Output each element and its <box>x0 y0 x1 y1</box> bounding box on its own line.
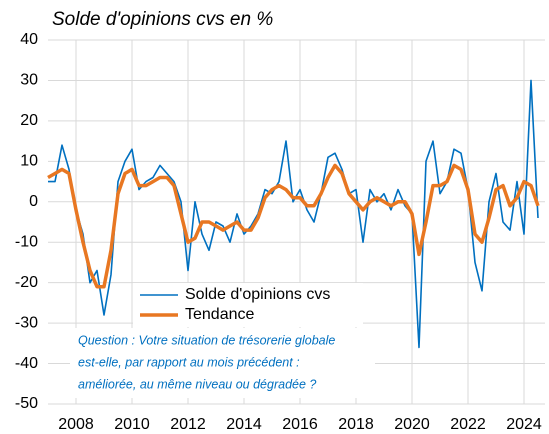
y-tick-label: -40 <box>15 355 38 372</box>
series-line <box>48 79 539 349</box>
annotation: est-elle, par rapport au mois précédent … <box>78 355 300 369</box>
series-line <box>47 163 540 289</box>
legend-label: Solde d'opinions cvs <box>185 286 330 303</box>
y-tick-label: -20 <box>15 274 38 291</box>
x-tick-label: 2012 <box>170 416 206 433</box>
y-tick-label: 10 <box>20 153 38 170</box>
x-tick-label: 2008 <box>58 416 94 433</box>
legend: Solde d'opinions cvs Tendance Question : V… <box>78 286 335 391</box>
x-tick-label: 2016 <box>282 416 318 433</box>
annotation: Question : Votre situation de trésorerie… <box>78 333 335 347</box>
x-tick-label: 2024 <box>506 416 542 433</box>
legend-box <box>133 283 363 327</box>
annotation: améliorée, au même niveau ou dégradée ? <box>78 377 316 391</box>
y-tick-label: 40 <box>20 31 38 48</box>
y-tick-label: 20 <box>20 112 38 129</box>
x-tick-label: 2010 <box>114 416 150 433</box>
chart-title: Solde d'opinions cvs en % <box>52 9 273 30</box>
lines <box>47 79 540 349</box>
x-tick-label: 2014 <box>226 416 262 433</box>
annotation-box <box>70 328 375 398</box>
y-tick-label: 0 <box>29 193 38 210</box>
y-tick-label: -30 <box>15 314 38 331</box>
x-tick-label: 2020 <box>394 416 430 433</box>
x-tick-label: 2018 <box>338 416 374 433</box>
y-tick-label: -50 <box>15 395 38 412</box>
x-tick-label: 2022 <box>450 416 486 433</box>
y-tick-label: 30 <box>20 72 38 89</box>
legend-label: Tendance <box>185 306 254 323</box>
y-tick-label: -10 <box>15 233 38 250</box>
